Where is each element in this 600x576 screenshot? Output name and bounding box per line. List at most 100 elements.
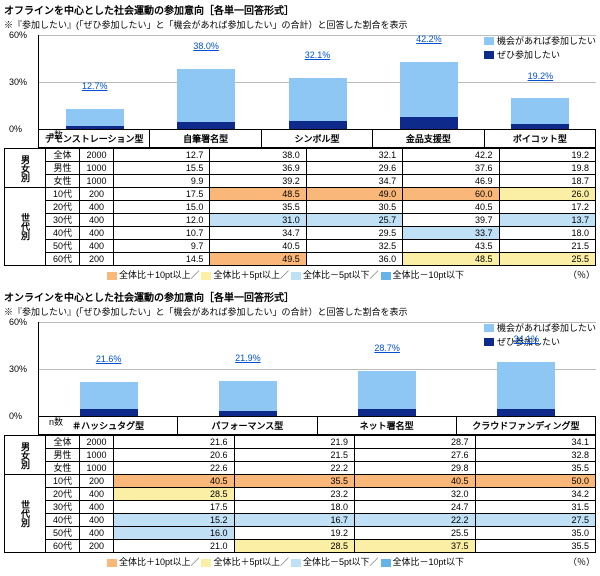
n-value: 1000 bbox=[80, 462, 114, 475]
stacked-bar bbox=[289, 78, 347, 129]
row-header: 女性 bbox=[46, 462, 80, 475]
row-header: 60代 bbox=[46, 540, 80, 553]
n-value: 200 bbox=[80, 540, 114, 553]
row-header: 10代 bbox=[46, 475, 80, 488]
data-cell: 9.9 bbox=[114, 175, 210, 188]
category-label: ネット署名型 bbox=[318, 417, 457, 434]
row-header: 全体 bbox=[46, 149, 80, 162]
data-cell: 9.7 bbox=[114, 240, 210, 253]
data-cell: 37.6 bbox=[403, 162, 499, 175]
row-header: 男性 bbox=[46, 449, 80, 462]
data-cell: 34.1 bbox=[475, 436, 596, 449]
category-label: 自筆署名型 bbox=[150, 130, 261, 147]
data-cell: 35.5 bbox=[475, 462, 596, 475]
row-header: 60代 bbox=[46, 253, 80, 266]
n-value: 200 bbox=[80, 253, 114, 266]
threshold-legend: 全体比＋10pt以上／全体比＋5pt以上／全体比－5pt以下／全体比－10pt以… bbox=[4, 268, 596, 281]
stacked-bar bbox=[358, 371, 416, 416]
n-value: 400 bbox=[80, 201, 114, 214]
data-cell: 28.5 bbox=[234, 540, 355, 553]
section-note: ※『参加したい』(「ぜひ参加したい」と「機会があれば参加したい」の合計）と回答し… bbox=[4, 18, 600, 31]
n-value: 400 bbox=[80, 227, 114, 240]
bar-total-label: 32.1% bbox=[262, 50, 373, 60]
n-value: 1000 bbox=[80, 175, 114, 188]
bar-total-label: 42.2% bbox=[373, 34, 484, 44]
row-header: 20代 bbox=[46, 201, 80, 214]
data-cell: 30.5 bbox=[306, 201, 402, 214]
row-header: 男性 bbox=[46, 162, 80, 175]
n-label: n数 bbox=[49, 415, 63, 428]
data-table: 男女別全体200021.621.928.734.1男性100020.621.52… bbox=[4, 435, 596, 553]
data-cell: 49.5 bbox=[210, 253, 306, 266]
n-value: 400 bbox=[80, 501, 114, 514]
row-header: 50代 bbox=[46, 240, 80, 253]
data-cell: 40.5 bbox=[355, 475, 476, 488]
bar-total-label: 28.7% bbox=[318, 343, 457, 353]
category-label: パフォーマンス型 bbox=[178, 417, 317, 434]
data-cell: 29.8 bbox=[355, 462, 476, 475]
n-value: 2000 bbox=[80, 436, 114, 449]
stacked-bar bbox=[80, 382, 138, 416]
data-cell: 15.2 bbox=[114, 514, 235, 527]
data-cell: 43.5 bbox=[403, 240, 499, 253]
data-cell: 27.5 bbox=[475, 514, 596, 527]
row-group-header: 男女別 bbox=[5, 149, 46, 188]
threshold-legend: 全体比＋10pt以上／全体比＋5pt以上／全体比－5pt以下／全体比－10pt以… bbox=[4, 555, 596, 568]
data-cell: 39.7 bbox=[403, 214, 499, 227]
data-cell: 17.5 bbox=[114, 188, 210, 201]
row-header: 女性 bbox=[46, 175, 80, 188]
data-cell: 14.5 bbox=[114, 253, 210, 266]
data-cell: 15.5 bbox=[114, 162, 210, 175]
stacked-bar bbox=[400, 62, 458, 129]
data-cell: 10.7 bbox=[114, 227, 210, 240]
row-header: 20代 bbox=[46, 488, 80, 501]
y-tick: 30% bbox=[9, 77, 27, 87]
data-cell: 35.5 bbox=[210, 201, 306, 214]
data-cell: 24.7 bbox=[355, 501, 476, 514]
row-group-header: 世代別 bbox=[5, 188, 46, 266]
data-cell: 21.0 bbox=[114, 540, 235, 553]
data-cell: 46.9 bbox=[403, 175, 499, 188]
section-note: ※『参加したい』(「ぜひ参加したい」と「機会があれば参加したい」の合計）と回答し… bbox=[4, 305, 600, 318]
data-cell: 17.5 bbox=[114, 501, 235, 514]
data-cell: 16.0 bbox=[114, 527, 235, 540]
category-label: ボイコット型 bbox=[485, 130, 595, 147]
data-cell: 28.5 bbox=[114, 488, 235, 501]
data-cell: 28.7 bbox=[355, 436, 476, 449]
n-value: 200 bbox=[80, 475, 114, 488]
data-cell: 19.8 bbox=[499, 162, 595, 175]
row-header: 30代 bbox=[46, 214, 80, 227]
data-cell: 32.0 bbox=[355, 488, 476, 501]
row-header: 50代 bbox=[46, 527, 80, 540]
row-group-header: 世代別 bbox=[5, 475, 46, 553]
data-cell: 20.6 bbox=[114, 449, 235, 462]
data-cell: 32.1 bbox=[306, 149, 402, 162]
data-cell: 35.5 bbox=[475, 540, 596, 553]
data-cell: 36.0 bbox=[306, 253, 402, 266]
n-value: 400 bbox=[80, 240, 114, 253]
row-header: 全体 bbox=[46, 436, 80, 449]
data-cell: 31.0 bbox=[210, 214, 306, 227]
bar-total-label: 21.9% bbox=[178, 353, 317, 363]
data-cell: 22.2 bbox=[355, 514, 476, 527]
data-cell: 21.6 bbox=[114, 436, 235, 449]
row-header: 10代 bbox=[46, 188, 80, 201]
data-cell: 23.2 bbox=[234, 488, 355, 501]
category-label: クラウドファンディング型 bbox=[457, 417, 595, 434]
section-title: オフラインを中心とした社会運動の参加意向［各単一回答形式］ bbox=[4, 2, 600, 17]
data-cell: 27.6 bbox=[355, 449, 476, 462]
row-header: 40代 bbox=[46, 227, 80, 240]
n-value: 400 bbox=[80, 214, 114, 227]
data-cell: 48.5 bbox=[403, 253, 499, 266]
stacked-bar bbox=[177, 69, 235, 129]
n-value: 1000 bbox=[80, 162, 114, 175]
data-cell: 49.0 bbox=[306, 188, 402, 201]
data-table: 男女別全体200012.738.032.142.219.2男性100015.53… bbox=[4, 148, 596, 266]
y-tick: 60% bbox=[9, 317, 27, 327]
stacked-bar bbox=[66, 109, 124, 129]
bar-total-label: 38.0% bbox=[150, 41, 261, 51]
n-value: 2000 bbox=[80, 149, 114, 162]
data-cell: 21.5 bbox=[499, 240, 595, 253]
data-cell: 36.9 bbox=[210, 162, 306, 175]
data-cell: 38.0 bbox=[210, 149, 306, 162]
